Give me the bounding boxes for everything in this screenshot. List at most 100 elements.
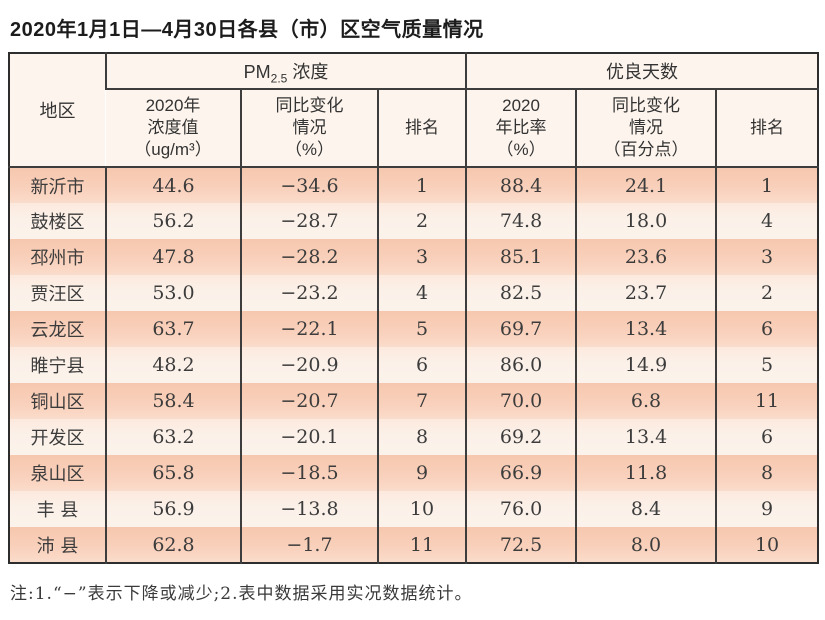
good-change-cell: 13.4: [575, 311, 717, 347]
good-change-cell: 13.4: [575, 419, 717, 455]
pm-change-cell: −23.2: [240, 275, 378, 311]
table-row: 开发区 63.2 −20.1 8 69.2 13.4 6: [9, 419, 819, 455]
region-cell: 开发区: [9, 419, 106, 455]
table-row: 邳州市 47.8 −28.2 3 85.1 23.6 3: [9, 239, 819, 275]
good-rate-cell: 76.0: [465, 491, 577, 527]
col-header-good-rank: 排名: [715, 89, 819, 168]
pm-change-cell: −20.1: [240, 419, 378, 455]
group-header-row: 地区 PM2.5 浓度 优良天数: [9, 53, 819, 168]
good-rank-cell: 6: [715, 311, 819, 347]
pm-change-cell: −28.7: [240, 203, 378, 239]
pm-value-cell: 48.2: [105, 347, 241, 383]
pm-rank-cell: 5: [376, 311, 467, 347]
pm-value-cell: 63.2: [105, 419, 241, 455]
pm-change-cell: −1.7: [240, 527, 378, 563]
good-rate-cell: 72.5: [465, 527, 577, 563]
pm-value-cell: 44.6: [105, 167, 241, 203]
pm-rank-cell: 10: [376, 491, 467, 527]
good-rank-cell: 5: [715, 347, 819, 383]
col-header-region: 地区: [9, 53, 106, 168]
table-body: 新沂市 44.6 −34.6 1 88.4 24.1 1 鼓楼区 56.2 −28.7 2 74.8 1…: [9, 167, 819, 563]
pm-rank-cell: 6: [376, 347, 467, 383]
good-rate-cell: 70.0: [465, 383, 577, 419]
table-row: 丰 县 56.9 −13.8 10 76.0 8.4 9: [9, 491, 819, 527]
good-rank-cell: 11: [715, 383, 819, 419]
pm-rank-cell: 11: [376, 527, 467, 563]
pm-rank-cell: 7: [376, 383, 467, 419]
region-cell: 睢宁县: [9, 347, 106, 383]
pm-rank-cell: 9: [376, 455, 467, 491]
pm-value-cell: 47.8: [105, 239, 241, 275]
col-header-good-change: 同比变化 情况 （百分点）: [575, 89, 717, 168]
pm-change-cell: −22.1: [240, 311, 378, 347]
pm-rank-cell: 3: [376, 239, 467, 275]
good-rate-cell: 82.5: [465, 275, 577, 311]
pm-change-cell: −28.2: [240, 239, 378, 275]
table-row: 云龙区 63.7 −22.1 5 69.7 13.4 6: [9, 311, 819, 347]
good-rank-cell: 8: [715, 455, 819, 491]
good-change-cell: 23.6: [575, 239, 717, 275]
good-rank-cell: 2: [715, 275, 819, 311]
good-rate-cell: 69.2: [465, 419, 577, 455]
region-cell: 丰 县: [9, 491, 106, 527]
air-quality-table: 地区 PM2.5 浓度 优良天数 2020年 浓度值 （ug/m³） 同比变化 …: [8, 52, 820, 564]
good-change-cell: 18.0: [575, 203, 717, 239]
table-row: 新沂市 44.6 −34.6 1 88.4 24.1 1: [9, 167, 819, 203]
pm-change-cell: −20.7: [240, 383, 378, 419]
good-change-cell: 11.8: [575, 455, 717, 491]
good-rank-cell: 9: [715, 491, 819, 527]
pm-rank-cell: 2: [376, 203, 467, 239]
region-cell: 邳州市: [9, 239, 106, 275]
page: 2020年1月1日—4月30日各县（市）区空气质量情况 地区 PM2.5 浓度 …: [8, 19, 820, 604]
good-rate-cell: 66.9: [465, 455, 577, 491]
good-rank-cell: 1: [715, 167, 819, 203]
region-cell: 云龙区: [9, 311, 106, 347]
good-change-cell: 8.0: [575, 527, 717, 563]
footnote: 注:1.“−”表示下降或减少;2.表中数据采用实况数据统计。: [10, 584, 473, 604]
pm-value-cell: 56.9: [105, 491, 241, 527]
pm-rank-cell: 4: [376, 275, 467, 311]
pm-value-cell: 65.8: [105, 455, 241, 491]
good-rate-cell: 88.4: [465, 167, 577, 203]
pm-value-cell: 63.7: [105, 311, 241, 347]
sub-header-row: 2020年 浓度值 （ug/m³） 同比变化 情况 （%） 排名 2020 年比…: [9, 89, 819, 168]
pm-value-cell: 62.8: [105, 527, 241, 563]
region-cell: 铜山区: [9, 383, 106, 419]
table-row: 铜山区 58.4 −20.7 7 70.0 6.8 11: [9, 383, 819, 419]
pm-change-cell: −34.6: [240, 167, 378, 203]
region-cell: 泉山区: [9, 455, 106, 491]
table-row: 鼓楼区 56.2 −28.7 2 74.8 18.0 4: [9, 203, 819, 239]
good-change-cell: 14.9: [575, 347, 717, 383]
good-rate-cell: 74.8: [465, 203, 577, 239]
col-group-good-days: 优良天数: [465, 53, 819, 90]
region-cell: 沛 县: [9, 527, 106, 563]
good-rate-cell: 85.1: [465, 239, 577, 275]
good-change-cell: 24.1: [575, 167, 717, 203]
pm-change-cell: −20.9: [240, 347, 378, 383]
pm25-label-subscript: 2.5: [270, 71, 288, 86]
pm-change-cell: −18.5: [240, 455, 378, 491]
col-header-pm-rank: 排名: [376, 89, 467, 168]
table-row: 泉山区 65.8 −18.5 9 66.9 11.8 8: [9, 455, 819, 491]
good-rank-cell: 6: [715, 419, 819, 455]
pm-value-cell: 58.4: [105, 383, 241, 419]
region-cell: 鼓楼区: [9, 203, 106, 239]
col-header-pm-value: 2020年 浓度值 （ug/m³）: [106, 89, 241, 168]
table-row: 贾汪区 53.0 −23.2 4 82.5 23.7 2: [9, 275, 819, 311]
pm-value-cell: 56.2: [105, 203, 241, 239]
table-row: 睢宁县 48.2 −20.9 6 86.0 14.9 5: [9, 347, 819, 383]
region-cell: 新沂市: [9, 167, 106, 203]
good-rate-cell: 69.7: [465, 311, 577, 347]
page-title: 2020年1月1日—4月30日各县（市）区空气质量情况: [10, 19, 484, 41]
pm-value-cell: 53.0: [105, 275, 241, 311]
pm-change-cell: −13.8: [240, 491, 378, 527]
good-rank-cell: 3: [715, 239, 819, 275]
pm-rank-cell: 8: [376, 419, 467, 455]
good-change-cell: 6.8: [575, 383, 717, 419]
good-rate-cell: 86.0: [465, 347, 577, 383]
good-change-cell: 23.7: [575, 275, 717, 311]
good-rank-cell: 10: [715, 527, 819, 563]
col-group-pm25: PM2.5 浓度: [104, 53, 467, 90]
table-row: 沛 县 62.8 −1.7 11 72.5 8.0 10: [9, 527, 819, 563]
pm25-label-prefix: PM: [243, 62, 271, 82]
